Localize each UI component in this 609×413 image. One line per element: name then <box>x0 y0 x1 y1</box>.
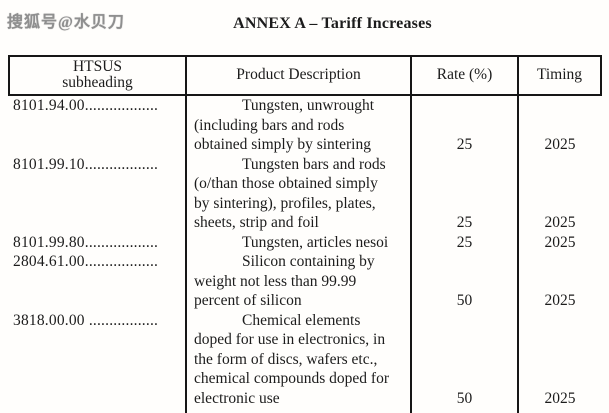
timing-cell: 2025 <box>544 292 576 309</box>
rate-cell: 25 <box>411 95 519 155</box>
htsus-subheading-cell: 8101.99.80.................. <box>13 233 159 251</box>
watermark-text: 搜狐号@水贝刀 <box>7 14 125 31</box>
product-description-cell: Tungsten, articles nesoi <box>185 232 412 252</box>
htsus-subheading-cell: 2804.61.00.................. <box>13 253 159 270</box>
column-header-htsus-subheading: HTSUS subheading <box>8 55 187 96</box>
product-description-cell: Tungsten bars and rods (o/than those obt… <box>185 154 412 233</box>
column-header-timing: Timing <box>517 55 602 96</box>
rate-cell: 50 <box>411 252 519 311</box>
product-description-cell: Chemical elements doped for use in elect… <box>185 310 412 413</box>
timing-cell: 2025 <box>544 214 576 231</box>
table-row: 2804.61.00.................. Silicon con… <box>9 252 601 311</box>
table-header-row: HTSUS subheading Product Description Rat… <box>8 55 602 96</box>
table-row: 8101.99.10.................. Tungsten ba… <box>9 154 601 233</box>
htsus-subheading-cell: 8101.94.00.................. <box>13 97 159 114</box>
timing-cell: 2025 <box>544 233 576 251</box>
page-title: ANNEX A – Tariff Increases <box>233 15 432 32</box>
rate-cell: 25 <box>411 232 519 252</box>
htsus-subheading-cell: 8101.99.10.................. <box>13 155 159 173</box>
tariff-increases-table: HTSUS subheading Product Description Rat… <box>8 55 602 413</box>
rate-cell: 50 <box>411 310 519 413</box>
htsus-subheading-cell: 3818.00.00 ................. <box>13 311 159 329</box>
timing-cell: 2025 <box>544 136 576 153</box>
table-row: 3818.00.00 ................. Chemical el… <box>9 310 601 413</box>
rate-cell: 25 <box>411 154 519 233</box>
table-row: 8101.99.80.................. Tungsten, a… <box>9 232 601 252</box>
table-row: 8101.94.00.................. Tungsten, u… <box>9 95 601 155</box>
product-description-cell: Tungsten, unwrought (including bars and … <box>185 95 412 155</box>
column-header-rate: Rate (%) <box>410 55 519 96</box>
column-header-product-description: Product Description <box>185 55 412 96</box>
product-description-cell: Silicon containing by weight not less th… <box>185 252 412 311</box>
timing-cell: 2025 <box>544 389 576 407</box>
